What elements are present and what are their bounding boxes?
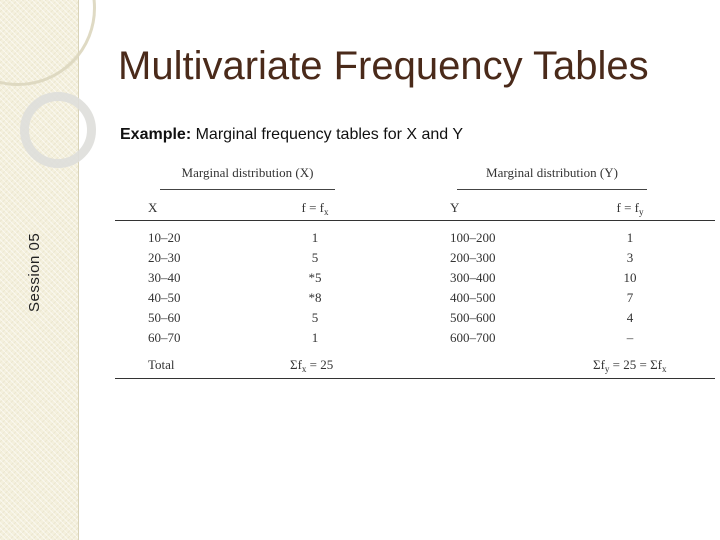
total-label: Total: [148, 357, 175, 372]
cell-fy: 1: [626, 230, 634, 245]
cell-y-interval: 200–300: [450, 250, 496, 265]
total-fy: Σfy = 25 = Σfx: [593, 357, 666, 374]
bottom-rule: [115, 378, 715, 379]
total-fx-subscript: x: [301, 364, 307, 374]
cell-fx: *5: [308, 270, 322, 285]
cell-y-interval: 400–500: [450, 290, 496, 305]
cell-fx: 1: [311, 330, 319, 345]
group-underline-x: [160, 189, 335, 190]
cell-y-interval: 100–200: [450, 230, 496, 245]
cell-y-interval: 300–400: [450, 270, 496, 285]
example-caption: Example: Marginal frequency tables for X…: [120, 126, 463, 144]
cell-fx: 5: [311, 250, 319, 265]
cell-x-interval: 50–60: [148, 310, 181, 325]
cell-fx: 1: [311, 230, 319, 245]
cell-fy: –: [626, 330, 634, 345]
cell-fy: 4: [626, 310, 634, 325]
cell-x-interval: 60–70: [148, 330, 181, 345]
column-header-fx-subscript: x: [324, 207, 329, 217]
group-underline-y: [457, 189, 647, 190]
cell-fy: 10: [623, 270, 637, 285]
column-header-fy: f = fy: [585, 200, 675, 217]
group-header-x: Marginal distribution (X): [181, 165, 314, 180]
total-fx-value: = 25: [306, 357, 334, 372]
total-fx-sum: Σf: [290, 357, 302, 372]
session-label: Session 05: [26, 233, 43, 312]
cell-x-interval: 10–20: [148, 230, 181, 245]
column-header-fx-main: f = f: [301, 200, 325, 215]
cell-y-interval: 600–700: [450, 330, 496, 345]
column-header-fx: f = fx: [285, 200, 345, 217]
cell-fx: 5: [311, 310, 319, 325]
group-header-y: Marginal distribution (Y): [486, 165, 618, 180]
slide-title: Multivariate Frequency Tables: [118, 44, 649, 88]
column-header-fy-subscript: y: [639, 207, 644, 217]
total-fy-subscript: y: [604, 364, 610, 374]
example-label: Example:: [120, 126, 192, 143]
cell-y-interval: 500–600: [450, 310, 496, 325]
total-fx: Σfx = 25: [290, 357, 333, 374]
cell-fy: 3: [626, 250, 634, 265]
cell-x-interval: 40–50: [148, 290, 181, 305]
header-rule: [115, 220, 715, 221]
cell-x-interval: 30–40: [148, 270, 181, 285]
decorative-side-strip: [0, 0, 79, 540]
cell-fy: 7: [626, 290, 634, 305]
cell-x-interval: 20–30: [148, 250, 181, 265]
total-fy-sum: Σf: [593, 357, 605, 372]
cell-fx: *8: [308, 290, 322, 305]
total-fy-value: = 25 = Σf: [609, 357, 662, 372]
column-header-x: X: [148, 200, 158, 215]
column-header-y: Y: [450, 200, 460, 215]
example-text: Marginal frequency tables for X and Y: [191, 126, 463, 143]
column-header-fy-main: f = f: [616, 200, 640, 215]
total-fy-subscript-x: x: [661, 364, 667, 374]
marginal-frequency-table: Marginal distribution (X) Marginal distr…: [115, 165, 715, 385]
